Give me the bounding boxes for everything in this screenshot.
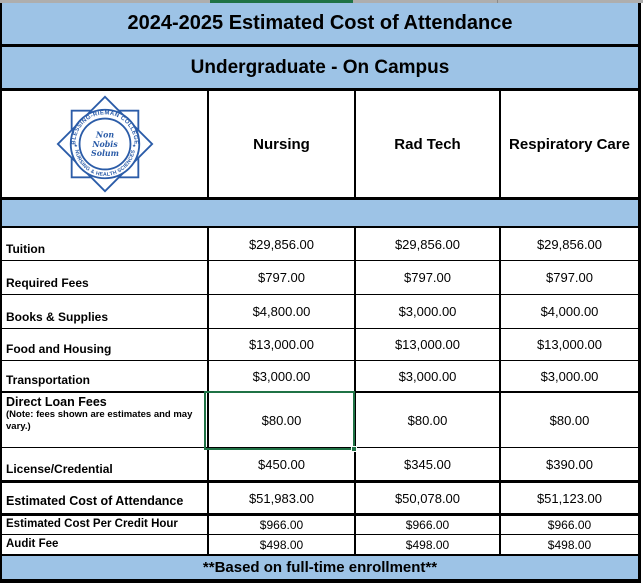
row-label-transportation[interactable]: Transportation (6, 372, 91, 387)
cell-credit-hour-rad-tech[interactable]: $966.00 (354, 516, 499, 534)
cell-books-rad-tech[interactable]: $3,000.00 (354, 295, 499, 328)
row-label-license-credential[interactable]: License/Credential (6, 461, 113, 476)
row-label-food-housing[interactable]: Food and Housing (6, 341, 112, 356)
cell-books-nursing[interactable]: $4,800.00 (207, 295, 354, 328)
cell-total-rad-tech[interactable]: $50,078.00 (354, 483, 499, 513)
cell-loan-fees-rad-tech[interactable]: $80.00 (354, 393, 499, 447)
cost-of-attendance-table: 2024-2025 Estimated Cost of Attendance U… (0, 3, 641, 583)
row-label-tuition[interactable]: Tuition (6, 241, 46, 256)
table-subtitle: Undergraduate - On Campus (190, 56, 450, 78)
cell-transportation-nursing[interactable]: $3,000.00 (207, 361, 354, 391)
table-title-cell[interactable]: 2024-2025 Estimated Cost of Attendance (2, 3, 638, 47)
selected-column-indicator (210, 0, 353, 3)
blue-spacer-band[interactable] (2, 200, 638, 228)
cell-credit-hour-nursing[interactable]: $966.00 (207, 516, 354, 534)
direct-loan-fees-note: (Note: fees shown are estimates and may … (6, 409, 193, 432)
logo-star-right-icon: ★ (132, 143, 137, 148)
column-gridline-tick (497, 0, 498, 3)
row-label-books-supplies[interactable]: Books & Supplies (6, 309, 109, 324)
table-subtitle-cell[interactable]: Undergraduate - On Campus (2, 47, 638, 91)
cell-license-nursing[interactable]: $450.00 (207, 448, 354, 480)
row-books-supplies: Books & Supplies $4,800.00 $3,000.00 $4,… (2, 295, 638, 329)
row-label-estimated-cost[interactable]: Estimated Cost of Attendance (6, 494, 184, 509)
college-seal-logo: BLESSING-RIEMAN COLLEGE NURSING & HEALTH… (56, 95, 153, 193)
row-cost-per-credit-hour: Estimated Cost Per Credit Hour $966.00 $… (2, 516, 638, 535)
column-header-rad-tech[interactable]: Rad Tech (354, 91, 499, 197)
cell-audit-respiratory[interactable]: $498.00 (499, 535, 638, 554)
cell-food-nursing[interactable]: $13,000.00 (207, 329, 354, 360)
row-direct-loan-fees: Direct Loan Fees (Note: fees shown are e… (2, 393, 638, 448)
logo-cell[interactable]: BLESSING-RIEMAN COLLEGE NURSING & HEALTH… (2, 91, 207, 197)
cell-credit-hour-respiratory[interactable]: $966.00 (499, 516, 638, 534)
cell-loan-fees-nursing-selected[interactable]: $80.00 (207, 393, 354, 447)
cell-transportation-rad-tech[interactable]: $3,000.00 (354, 361, 499, 391)
cell-food-respiratory[interactable]: $13,000.00 (499, 329, 638, 360)
logo-motto-line-2: Nobis (91, 140, 118, 149)
cell-tuition-respiratory[interactable]: $29,856.00 (499, 228, 638, 260)
cell-required-fees-respiratory[interactable]: $797.00 (499, 261, 638, 294)
column-header-respiratory-care[interactable]: Respiratory Care (499, 91, 638, 197)
row-label-cost-per-credit-hour[interactable]: Estimated Cost Per Credit Hour (6, 518, 178, 531)
cell-food-rad-tech[interactable]: $13,000.00 (354, 329, 499, 360)
column-header-row: BLESSING-RIEMAN COLLEGE NURSING & HEALTH… (2, 91, 638, 200)
cell-books-respiratory[interactable]: $4,000.00 (499, 295, 638, 328)
table-title: 2024-2025 Estimated Cost of Attendance (127, 12, 513, 34)
row-estimated-cost-of-attendance: Estimated Cost of Attendance $51,983.00 … (2, 483, 638, 516)
direct-loan-fees-title: Direct Loan Fees (6, 395, 107, 409)
row-label-direct-loan-fees[interactable]: Direct Loan Fees (Note: fees shown are e… (2, 393, 207, 447)
row-license-credential: License/Credential $450.00 $345.00 $390.… (2, 448, 638, 483)
cell-transportation-respiratory[interactable]: $3,000.00 (499, 361, 638, 391)
cell-tuition-nursing[interactable]: $29,856.00 (207, 228, 354, 260)
row-transportation: Transportation $3,000.00 $3,000.00 $3,00… (2, 361, 638, 393)
row-audit-fee: Audit Fee $498.00 $498.00 $498.00 (2, 535, 638, 556)
logo-motto-line-3: Solum (91, 149, 119, 158)
row-food-housing: Food and Housing $13,000.00 $13,000.00 $… (2, 329, 638, 361)
row-label-required-fees[interactable]: Required Fees (6, 275, 89, 290)
column-header-nursing[interactable]: Nursing (207, 91, 354, 197)
selection-fill-handle[interactable] (351, 446, 357, 452)
cell-license-rad-tech[interactable]: $345.00 (354, 448, 499, 480)
row-label-audit-fee[interactable]: Audit Fee (6, 537, 59, 550)
excel-gridline-strip (0, 0, 643, 3)
cell-total-respiratory[interactable]: $51,123.00 (499, 483, 638, 513)
cell-audit-rad-tech[interactable]: $498.00 (354, 535, 499, 554)
cell-loan-fees-respiratory[interactable]: $80.00 (499, 393, 638, 447)
logo-star-left-icon: ★ (73, 143, 78, 148)
cell-total-nursing[interactable]: $51,983.00 (207, 483, 354, 513)
cell-audit-nursing[interactable]: $498.00 (207, 535, 354, 554)
cell-tuition-rad-tech[interactable]: $29,856.00 (354, 228, 499, 260)
footer-note: **Based on full-time enrollment** (202, 559, 438, 576)
cell-required-fees-rad-tech[interactable]: $797.00 (354, 261, 499, 294)
row-tuition: Tuition $29,856.00 $29,856.00 $29,856.00 (2, 228, 638, 261)
cell-license-respiratory[interactable]: $390.00 (499, 448, 638, 480)
logo-motto-line-1: Non (94, 131, 113, 140)
footer-note-cell[interactable]: **Based on full-time enrollment** (2, 556, 638, 579)
row-required-fees: Required Fees $797.00 $797.00 $797.00 (2, 261, 638, 295)
cell-required-fees-nursing[interactable]: $797.00 (207, 261, 354, 294)
